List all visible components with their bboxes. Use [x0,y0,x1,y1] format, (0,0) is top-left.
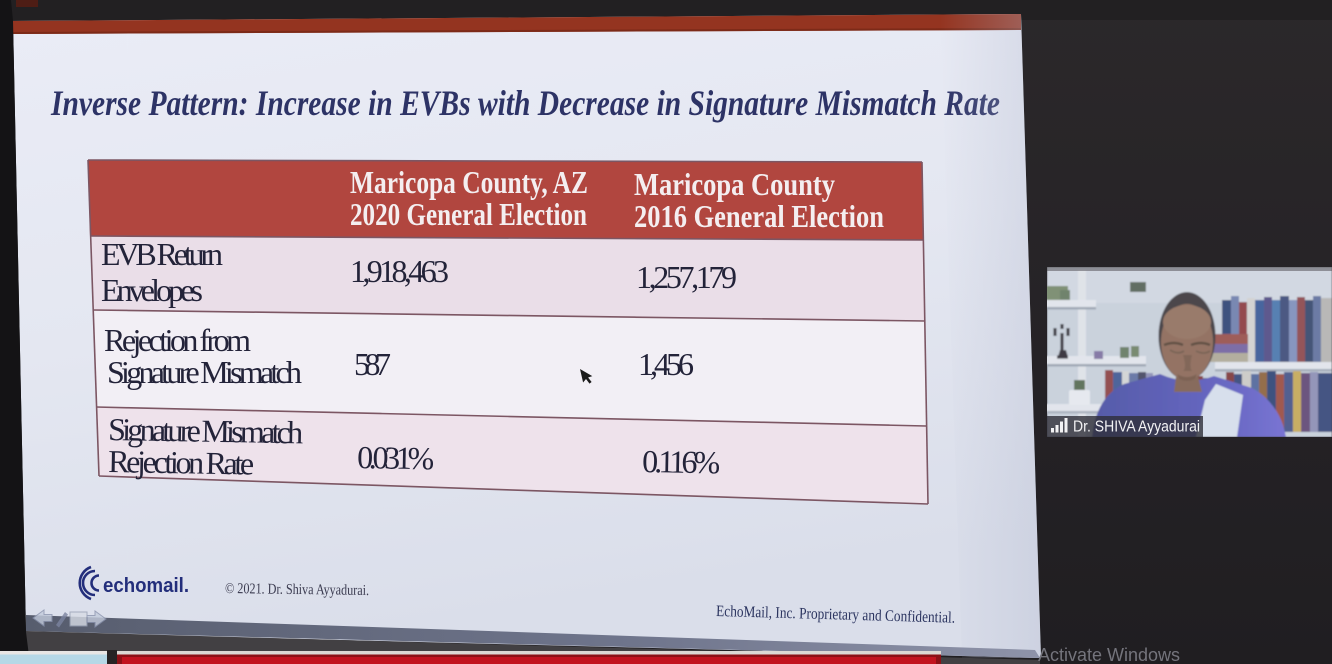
svg-text:Maricopa County, AZ: Maricopa County, AZ [350,164,588,200]
svg-text:echomail.: echomail. [103,574,189,597]
svg-text:Envelopes: Envelopes [101,272,203,308]
svg-text:0.116%: 0.116% [642,443,721,480]
svg-text:Dr. SHIVA Ayyadurai: Dr. SHIVA Ayyadurai [1073,419,1200,436]
svg-text:587: 587 [354,346,391,382]
svg-text:EVB Return: EVB Return [101,236,223,272]
svg-text:Rejection Rate: Rejection Rate [108,443,255,482]
svg-text:1,257,179: 1,257,179 [636,259,737,295]
svg-text:2016 General Election: 2016 General Election [634,198,884,234]
svg-text:Rejection from: Rejection from [104,322,251,358]
svg-text:1,918,463: 1,918,463 [350,253,449,289]
svg-text:© 2021. Dr. Shiva Ayyadurai.: © 2021. Dr. Shiva Ayyadurai. [225,581,369,599]
svg-text:Signature Mismatch: Signature Mismatch [107,354,302,390]
svg-text:0.031%: 0.031% [357,439,435,476]
svg-text:Activate Windows: Activate Windows [1038,645,1180,664]
svg-text:1,456: 1,456 [638,346,694,382]
svg-text:2020 General Election: 2020 General Election [350,196,587,232]
svg-text:Inverse Pattern: Increase in E: Inverse Pattern: Increase in EVBs with D… [50,83,1000,123]
svg-text:Maricopa County: Maricopa County [634,166,835,202]
svg-text:EchoMail, Inc. Proprietary and: EchoMail, Inc. Proprietary and Confident… [716,603,955,627]
svg-text:Signature Mismatch: Signature Mismatch [108,411,304,450]
